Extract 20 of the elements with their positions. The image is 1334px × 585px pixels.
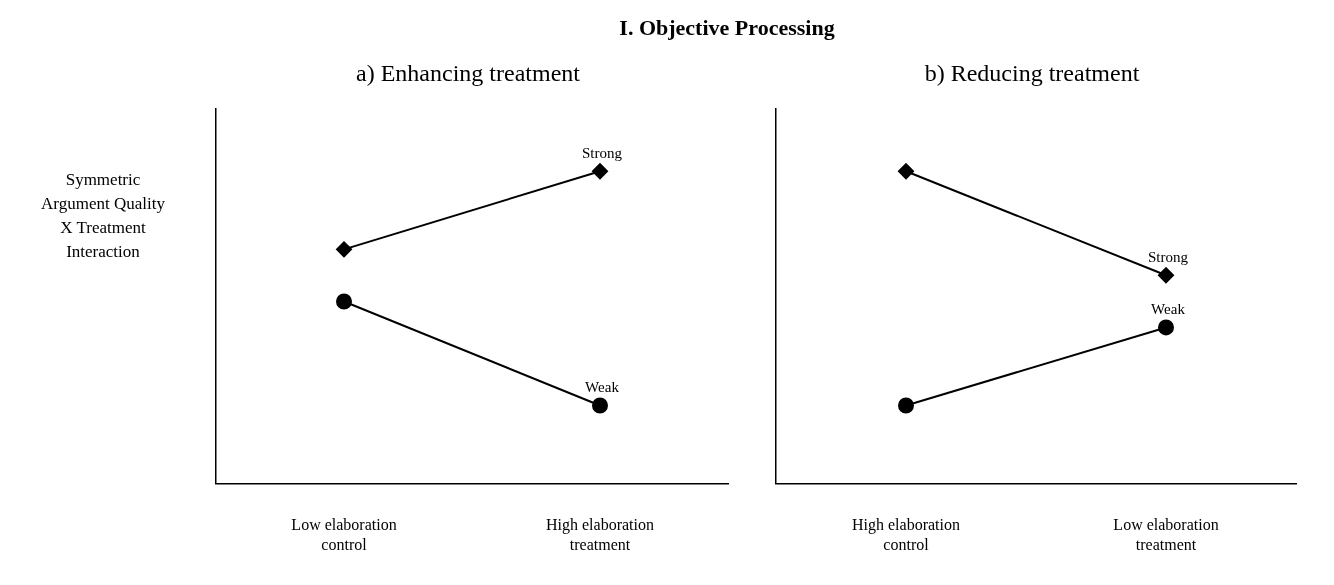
point <box>592 163 608 180</box>
point <box>1158 319 1174 336</box>
text: I. Objective Processing <box>618 14 836 42</box>
x-tick-label: Low elaboration treatment <box>1113 516 1219 553</box>
point <box>336 241 352 258</box>
chart-title: a) Enhancing treatment <box>356 59 581 86</box>
y-axis-title: Symmetric Argument Quality X Treatment Interaction <box>40 169 166 263</box>
x-tick-label: High elaboration treatment <box>546 516 654 553</box>
point <box>1158 267 1174 284</box>
point <box>898 397 914 414</box>
x-tick-label: High elaboration control <box>852 516 960 553</box>
x-tick-label: Low elaboration control <box>291 516 397 553</box>
point <box>336 293 352 310</box>
series-label: Weak <box>1151 300 1186 317</box>
chart-title: b) Reducing treatment <box>924 59 1140 86</box>
point <box>592 397 608 414</box>
series-label: Strong <box>1147 248 1189 265</box>
point <box>898 163 914 180</box>
series-label: Strong <box>581 144 623 161</box>
series-label: Weak <box>585 378 620 395</box>
